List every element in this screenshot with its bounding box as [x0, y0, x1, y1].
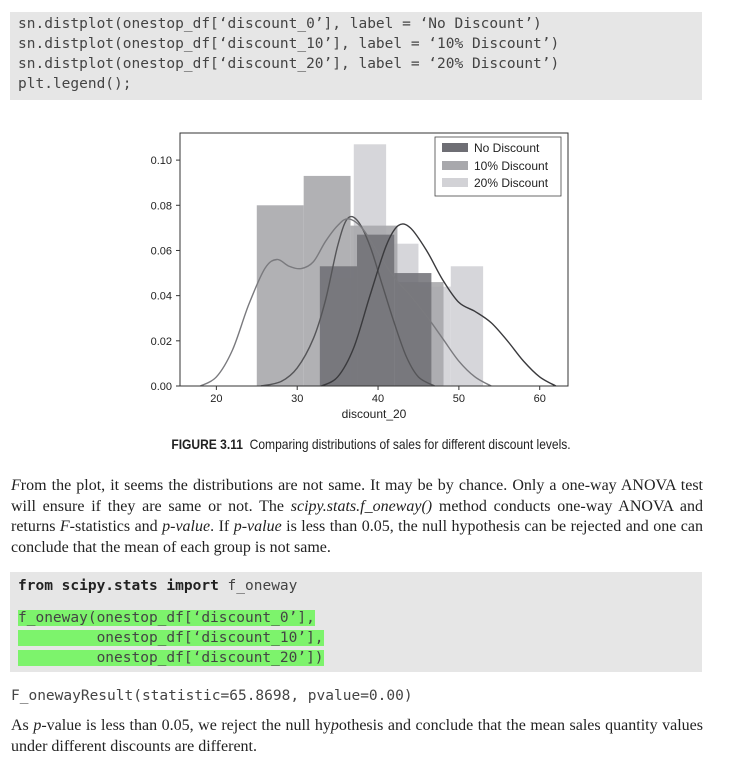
blank-line	[18, 596, 702, 608]
module-name: scipy.stats	[61, 578, 158, 594]
legend-swatch-10-discount	[442, 161, 468, 170]
y-tick-label: 0.06	[151, 245, 172, 257]
axes: 20 30 40 50 60 0.00 0.02 0.04 0.06 0.08 0.10	[151, 155, 546, 405]
x-axis-label: discount_20	[342, 407, 407, 421]
x-tick-label: 20	[210, 393, 222, 405]
y-tick-label: 0.04	[151, 291, 172, 303]
keyword-import: import	[166, 578, 219, 594]
histogram-bar-20-discount	[450, 266, 484, 386]
figure-caption: FIGURE 3.11 Comparing distributions of s…	[52, 436, 690, 452]
conclusion-paragraph: As p-value is less than 0.05, we reject …	[11, 717, 703, 755]
code-line: f_oneway(onestop_df[‘discount_0’],	[18, 608, 702, 628]
kde-curve-no-discount	[260, 215, 435, 387]
legend-swatch-no-discount	[442, 143, 468, 152]
code-line: plt.legend();	[18, 76, 132, 92]
distribution-chart: 20 30 40 50 60 0.00 0.02 0.04 0.06 0.08 0.10 disco…	[151, 132, 569, 421]
x-tick-label: 50	[453, 393, 465, 405]
highlighted-code: onestop_df[‘discount_10’],	[18, 630, 324, 646]
highlighted-code: onestop_df[‘discount_20’])	[18, 650, 324, 666]
x-tick-label: 40	[372, 393, 384, 405]
legend-label-no-discount: No Discount	[474, 141, 540, 155]
code-block-distplot: sn.distplot(onestop_df[‘discount_0’], la…	[10, 12, 702, 100]
legend-label-20-discount: 20% Discount	[474, 176, 549, 190]
kde-curve-20-discount	[321, 223, 557, 387]
histogram-bar-no-discount	[394, 273, 432, 386]
histogram-bar-10-discount	[256, 205, 304, 386]
histogram-bar-no-discount	[357, 234, 395, 386]
code-line: sn.distplot(onestop_df[‘discount_10’], l…	[18, 36, 560, 52]
y-tick-label: 0.10	[151, 155, 172, 167]
code-block-anova: from scipy.stats import f_oneway f_onewa…	[10, 572, 702, 672]
keyword-from: from	[18, 578, 53, 594]
y-tick-label: 0.00	[151, 381, 172, 393]
code-line: sn.distplot(onestop_df[‘discount_0’], la…	[18, 16, 542, 32]
y-tick-label: 0.02	[151, 336, 172, 348]
legend: No Discount 10% Discount 20% Discount	[434, 136, 562, 197]
imported-name: f_oneway	[227, 578, 298, 594]
figure-caption-label: FIGURE 3.11	[171, 436, 243, 452]
x-tick-label: 30	[291, 393, 303, 405]
legend-label-10-discount: 10% Discount	[474, 159, 549, 173]
highlighted-code: f_oneway(onestop_df[‘discount_0’],	[18, 610, 315, 626]
code-line: onestop_df[‘discount_10’],	[18, 628, 702, 648]
plot-frame	[179, 132, 569, 387]
histogram-bar-no-discount	[319, 266, 358, 386]
figure-caption-text: Comparing distributions of sales for dif…	[249, 436, 571, 452]
legend-swatch-20-discount	[442, 178, 468, 187]
code-line: sn.distplot(onestop_df[‘discount_20’], l…	[18, 56, 560, 72]
x-tick-label: 60	[534, 393, 546, 405]
kde-curve-10-discount	[199, 218, 492, 387]
y-tick-label: 0.08	[151, 200, 172, 212]
body-paragraph: From the plot, it seems the distribution…	[11, 477, 704, 556]
code-line: onestop_df[‘discount_20’])	[18, 648, 702, 668]
import-line: from scipy.stats import f_oneway	[18, 576, 702, 596]
plot-area	[199, 144, 557, 387]
code-output: F_onewayResult(statistic=65.8698, pvalue…	[11, 688, 413, 704]
